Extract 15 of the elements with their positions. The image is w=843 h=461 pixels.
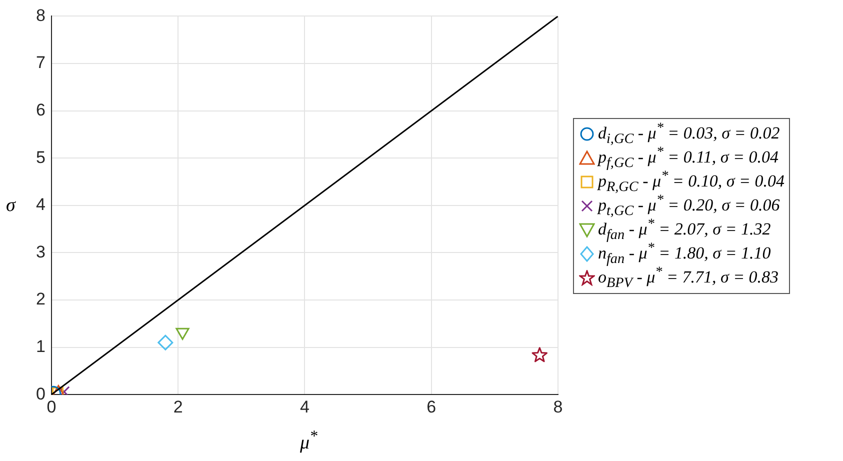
y-tick-label: 0: [36, 384, 46, 404]
y-tick-label: 1: [36, 336, 46, 356]
y-tick-label: 8: [36, 6, 46, 25]
y-axis-title: σ: [6, 195, 16, 217]
x-tick-label: 6: [426, 397, 436, 416]
y-tick-label: 5: [36, 148, 46, 167]
x-tick-label: 8: [553, 397, 563, 416]
y-tick-label: 7: [36, 53, 46, 72]
y-tick-label: 4: [36, 195, 46, 214]
x-axis-title: μ$^{*}$: [300, 428, 318, 454]
x-tick-label: 2: [173, 397, 183, 416]
x-tick-label: 4: [300, 397, 310, 416]
y-tick-label: 2: [36, 290, 46, 309]
y-tick-label: 3: [36, 242, 46, 262]
y-tick-label: 6: [36, 100, 46, 120]
